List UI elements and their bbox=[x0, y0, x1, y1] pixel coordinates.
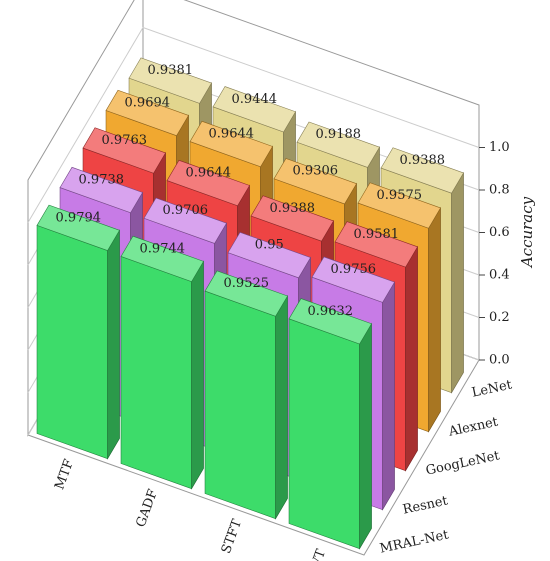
bar-side bbox=[107, 229, 120, 460]
x-tick-label: CWT bbox=[304, 547, 329, 561]
bar-top bbox=[296, 121, 380, 168]
y-tick-label: 0.8 bbox=[489, 183, 510, 198]
value-label: 0.9763 bbox=[102, 133, 148, 148]
bar-front bbox=[120, 256, 192, 490]
bar-front bbox=[36, 224, 108, 460]
bar-top bbox=[380, 147, 464, 194]
value-label: 0.9794 bbox=[56, 210, 102, 225]
bar-side bbox=[359, 322, 372, 550]
y-tick-label: 0.6 bbox=[489, 225, 510, 240]
bar bbox=[120, 235, 204, 490]
bar-top bbox=[273, 158, 357, 205]
value-label: 0.9738 bbox=[79, 173, 125, 188]
series-label: MRAL-Net bbox=[378, 527, 450, 556]
value-label: 0.95 bbox=[255, 238, 284, 253]
y-axis-title: Accuracy bbox=[518, 196, 536, 269]
bar-side bbox=[428, 206, 441, 433]
bar-top bbox=[189, 120, 273, 168]
series-label: Resnet bbox=[401, 493, 449, 517]
value-label: 0.9756 bbox=[331, 262, 377, 277]
value-label: 0.9644 bbox=[186, 166, 232, 181]
value-label: 0.9744 bbox=[140, 241, 186, 256]
bar-side bbox=[191, 260, 204, 490]
y-tick-label: 1.0 bbox=[489, 140, 510, 155]
series-label: GoogLeNet bbox=[424, 448, 501, 478]
y-tick-label: 0.4 bbox=[489, 268, 510, 283]
bar-top bbox=[357, 182, 441, 229]
bar-top bbox=[120, 235, 204, 283]
bar-side bbox=[405, 245, 418, 472]
series-label: LeNet bbox=[470, 377, 514, 400]
bar-top bbox=[59, 166, 143, 214]
value-label: 0.9188 bbox=[316, 127, 362, 142]
bar-side bbox=[275, 294, 288, 520]
bar-top bbox=[311, 256, 395, 303]
x-tick-label: GADF bbox=[134, 487, 162, 529]
value-label: 0.9381 bbox=[148, 63, 194, 78]
value-label: 0.9706 bbox=[163, 203, 209, 218]
bar-top bbox=[166, 159, 250, 207]
value-label: 0.9444 bbox=[232, 92, 278, 107]
bar bbox=[204, 270, 288, 520]
value-label: 0.9575 bbox=[377, 188, 423, 203]
bar-top bbox=[288, 298, 372, 345]
bar-side bbox=[451, 171, 464, 394]
value-label: 0.9525 bbox=[224, 276, 270, 291]
value-label: 0.9632 bbox=[308, 304, 354, 319]
value-label: 0.9581 bbox=[354, 227, 400, 242]
bar-front bbox=[288, 318, 360, 550]
bar-top bbox=[212, 86, 296, 133]
bar-top bbox=[334, 221, 418, 268]
grid-line bbox=[27, 26, 480, 223]
value-label: 0.9388 bbox=[400, 153, 446, 168]
bar-top bbox=[227, 231, 311, 279]
y-tick-label: 0.0 bbox=[489, 353, 510, 368]
bar-top bbox=[105, 89, 189, 137]
bar-top bbox=[36, 204, 120, 251]
value-label: 0.9306 bbox=[293, 164, 339, 179]
value-label: 0.9694 bbox=[125, 95, 171, 110]
bar bbox=[288, 298, 372, 550]
bar-top bbox=[204, 270, 288, 317]
y-tick-label: 0.2 bbox=[489, 310, 510, 325]
bar-top bbox=[250, 195, 334, 242]
x-tick-label: MTF bbox=[52, 457, 77, 491]
bar-front bbox=[204, 290, 276, 520]
bar bbox=[36, 204, 120, 460]
bar-top bbox=[143, 197, 227, 244]
value-label: 0.9644 bbox=[209, 127, 255, 142]
x-tick-label: STFT bbox=[219, 517, 245, 556]
value-label: 0.9388 bbox=[270, 201, 316, 216]
bar-side bbox=[382, 281, 395, 511]
bar-top bbox=[82, 127, 166, 174]
series-label: Alexnet bbox=[447, 414, 501, 439]
bar-top bbox=[128, 57, 212, 104]
